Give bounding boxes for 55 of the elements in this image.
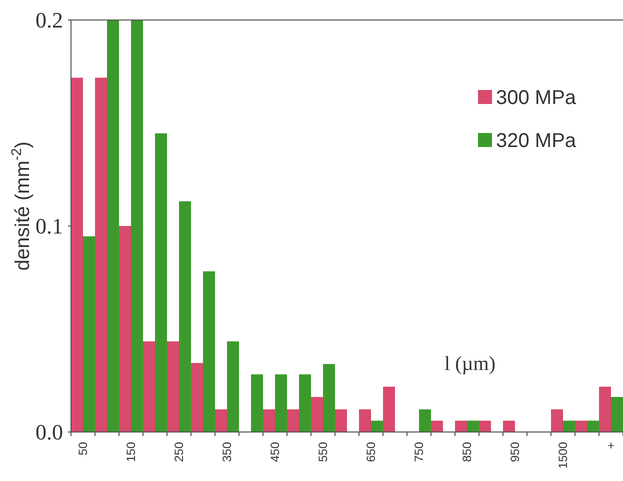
bar [479,420,491,432]
bar [467,420,479,432]
bar [143,341,155,432]
bar [119,226,131,432]
x-tick-label: 350 [220,442,234,462]
bar [599,386,611,432]
bar [179,201,191,432]
x-tick-label: 50 [76,442,90,456]
x-tick-label: + [604,442,618,450]
bar [431,420,443,432]
bar [611,396,623,432]
bar [587,420,599,432]
x-tick-label: 1500 [556,442,570,469]
bar [203,271,215,432]
bar [455,420,467,432]
y-tick-label: 0.0 [36,420,63,445]
legend-label: 300 MPa [496,87,577,109]
bar [563,420,575,432]
bar [335,409,347,432]
bar [191,362,203,432]
y-tick-label: 0.2 [36,8,63,33]
x-tick-label: 250 [172,442,186,462]
x-tick-label: 950 [508,442,522,462]
bar [359,409,371,432]
bar [299,374,311,432]
bar [575,420,587,432]
bar [167,341,179,432]
bar [107,20,119,432]
bar [287,409,299,432]
bar [383,386,395,432]
bar [71,78,83,432]
x-tick-label: 150 [124,442,138,462]
bar [311,396,323,432]
x-tick-label: 750 [412,442,426,462]
bar [263,409,275,432]
bar [155,133,167,432]
y-tick-label: 0.1 [36,214,63,239]
bar [419,409,431,432]
legend-label: 320 MPa [496,130,577,152]
bar [275,374,287,432]
bar [83,236,95,432]
bar [251,374,263,432]
x-tick-label: 850 [460,442,474,462]
x-axis-title: l (µm) [444,353,496,375]
x-tick-label: 450 [268,442,282,462]
bar [323,364,335,432]
x-tick-label: 650 [364,442,378,462]
bar [503,420,515,432]
bar [371,420,383,432]
bar [227,341,239,432]
x-tick-label: 550 [316,442,330,462]
bar [215,409,227,432]
bar [551,409,563,432]
bar [131,20,143,432]
bar [95,78,107,432]
